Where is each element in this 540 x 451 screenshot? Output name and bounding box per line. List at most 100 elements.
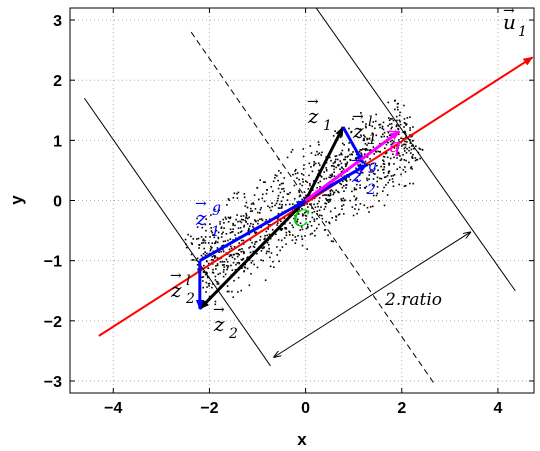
- data-point: [268, 233, 271, 236]
- data-point: [396, 145, 398, 147]
- data-point: [393, 163, 395, 165]
- data-point: [254, 220, 257, 222]
- data-point: [258, 212, 261, 214]
- data-point: [355, 204, 357, 206]
- data-point: [368, 163, 371, 166]
- data-point: [396, 168, 399, 170]
- data-point: [341, 205, 343, 207]
- data-point: [371, 125, 374, 128]
- data-point: [277, 197, 279, 200]
- data-point: [403, 185, 406, 188]
- data-point: [281, 228, 284, 230]
- data-point: [338, 213, 341, 215]
- data-point: [241, 259, 243, 261]
- data-point: [211, 242, 214, 245]
- data-point: [385, 152, 387, 155]
- data-point: [221, 264, 224, 266]
- data-point: [395, 149, 398, 152]
- data-point: [248, 216, 251, 219]
- data-point: [389, 157, 392, 160]
- data-point: [344, 165, 347, 168]
- data-point: [301, 244, 304, 247]
- data-point: [335, 189, 337, 192]
- data-point: [318, 223, 320, 226]
- data-point: [363, 204, 366, 207]
- data-point: [272, 260, 274, 263]
- data-point: [249, 239, 252, 241]
- data-point: [252, 203, 255, 205]
- data-point: [400, 158, 403, 160]
- data-point: [241, 248, 243, 250]
- data-point: [278, 184, 281, 186]
- data-point: [274, 177, 276, 179]
- data-point: [339, 136, 342, 139]
- data-point: [387, 101, 390, 104]
- data-point: [409, 142, 412, 144]
- data-point: [280, 182, 283, 185]
- data-point: [214, 279, 217, 281]
- data-point: [339, 160, 342, 162]
- z2l-label-sup: l: [186, 273, 190, 289]
- data-point: [231, 269, 234, 272]
- data-point: [340, 171, 343, 173]
- data-point: [337, 190, 339, 193]
- data-point: [281, 188, 283, 190]
- data-point: [325, 169, 328, 172]
- data-point: [366, 179, 369, 182]
- data-point: [321, 217, 324, 220]
- data-point: [297, 224, 299, 226]
- data-point: [360, 152, 362, 155]
- data-point: [259, 218, 261, 221]
- data-point: [222, 231, 224, 234]
- data-point: [196, 257, 199, 260]
- data-point: [397, 125, 400, 127]
- data-point: [332, 162, 335, 165]
- data-point: [238, 242, 240, 244]
- data-point: [368, 174, 371, 176]
- data-point: [262, 181, 265, 183]
- data-point: [214, 241, 217, 244]
- data-point: [304, 211, 306, 214]
- data-point: [294, 242, 297, 245]
- data-point: [251, 260, 254, 262]
- data-point: [392, 174, 395, 177]
- data-point: [222, 218, 225, 221]
- data-point: [312, 189, 314, 191]
- data-point: [393, 156, 395, 159]
- data-point: [353, 188, 356, 191]
- data-point: [403, 147, 406, 150]
- data-point: [324, 228, 327, 231]
- data-point: [286, 199, 289, 201]
- data-point: [328, 222, 331, 225]
- data-point: [271, 190, 274, 193]
- data-point: [331, 175, 333, 178]
- data-point: [277, 212, 280, 215]
- y-tick-label: 1: [53, 133, 62, 150]
- data-point: [374, 120, 377, 123]
- data-point: [341, 186, 344, 189]
- data-point: [298, 210, 301, 212]
- data-point: [302, 148, 305, 150]
- data-point: [316, 217, 318, 220]
- data-point: [400, 173, 402, 176]
- data-point: [255, 231, 258, 234]
- data-point: [198, 244, 201, 246]
- data-point: [414, 159, 417, 162]
- data-point: [290, 151, 293, 153]
- data-point: [216, 283, 219, 285]
- data-point: [209, 223, 211, 225]
- data-point: [390, 123, 393, 125]
- data-point: [263, 200, 266, 203]
- data-point: [398, 152, 400, 155]
- data-point: [389, 117, 392, 120]
- data-point: [280, 200, 283, 203]
- data-point: [298, 178, 300, 181]
- data-point: [382, 172, 385, 174]
- data-point: [391, 139, 393, 142]
- data-point: [224, 240, 227, 242]
- data-point: [397, 146, 400, 149]
- data-point: [391, 142, 394, 145]
- data-point: [289, 222, 291, 224]
- data-point: [244, 263, 247, 266]
- data-point: [297, 234, 299, 237]
